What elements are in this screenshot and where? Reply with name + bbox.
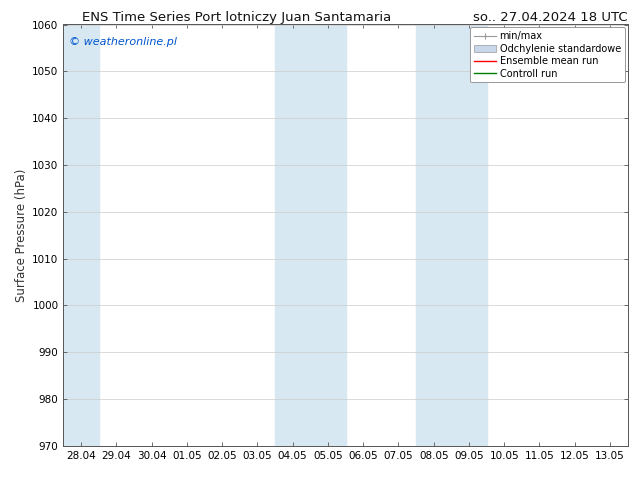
Legend: min/max, Odchylenie standardowe, Ensemble mean run, Controll run: min/max, Odchylenie standardowe, Ensembl… <box>470 27 624 82</box>
Text: so.. 27.04.2024 18 UTC: so.. 27.04.2024 18 UTC <box>473 11 628 24</box>
Bar <box>275 24 346 446</box>
Bar <box>63 24 99 446</box>
Y-axis label: Surface Pressure (hPa): Surface Pressure (hPa) <box>15 169 28 302</box>
Bar <box>416 24 487 446</box>
Text: © weatheronline.pl: © weatheronline.pl <box>69 37 177 47</box>
Text: ENS Time Series Port lotniczy Juan Santamaria: ENS Time Series Port lotniczy Juan Santa… <box>82 11 392 24</box>
